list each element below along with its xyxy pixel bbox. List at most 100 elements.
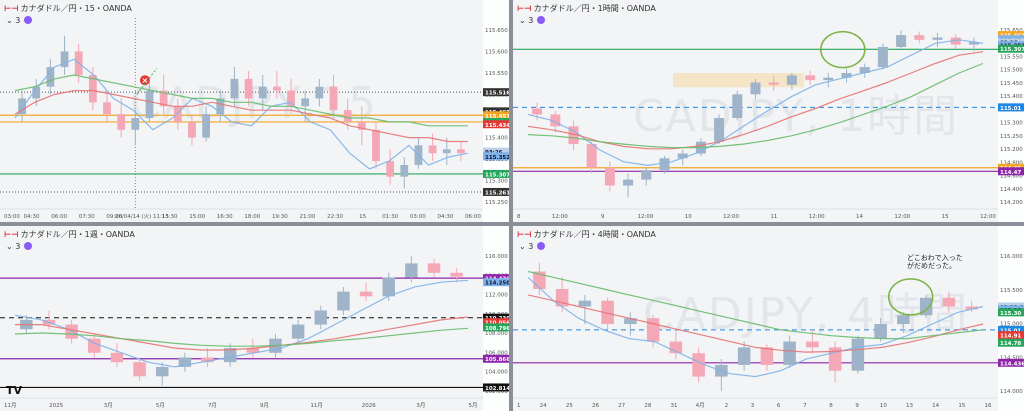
candle-down <box>450 272 463 277</box>
indicator-toggle[interactable]: ⌄ 3 <box>519 16 546 25</box>
trend-arrow <box>136 67 158 95</box>
candle-down <box>88 338 101 353</box>
price-tag <box>483 383 509 392</box>
highlight-circle <box>887 278 934 316</box>
price-tag <box>998 331 1024 340</box>
candle-up <box>405 263 418 278</box>
y-tick-label: 116.000 <box>1000 254 1023 260</box>
chart-canvas[interactable]: 116.000115.500115.000114.500114.00003:18… <box>513 226 1024 411</box>
y-tick-label: 115.600 <box>485 50 508 56</box>
price-tag <box>483 354 509 363</box>
x-tick-label: 2026 <box>362 403 376 409</box>
x-tick-label: 24 <box>540 403 547 409</box>
candle-down <box>428 145 437 154</box>
y-tick-label: 114.200 <box>1000 200 1023 206</box>
candle-up <box>841 73 852 78</box>
moving-average-line <box>14 74 468 127</box>
candle-up <box>230 78 239 99</box>
x-tick-label: 01:30 <box>382 214 398 220</box>
x-tick-label: 15 <box>958 403 965 409</box>
x-tick-label: 3月 <box>416 402 425 409</box>
candle-up <box>641 170 652 180</box>
indicator-toggle[interactable]: ⌄ 3 <box>519 242 546 251</box>
y-tick-label: 106.000 <box>485 350 508 356</box>
highlight-circle <box>820 30 866 69</box>
y-tick-label: 116.000 <box>485 254 508 260</box>
candle-up <box>131 118 140 130</box>
chart-canvas[interactable]: ×115.650115.600115.550115.500115.450115.… <box>0 0 509 222</box>
candle-up <box>301 98 310 107</box>
candle-up <box>382 277 395 297</box>
candle-down <box>372 129 380 162</box>
error-marker-icon <box>139 75 150 86</box>
x-tick-label: 4月 <box>696 402 705 409</box>
x-tick-label: 03:00 <box>410 214 426 220</box>
indicator-toggle[interactable]: ⌄ 3 <box>6 16 33 25</box>
chart-canvas[interactable]: 116.000114.000112.000110.000108.000106.0… <box>0 226 509 411</box>
x-tick-label: 11 <box>770 214 777 220</box>
candle-up <box>155 366 169 377</box>
price-tag-label: 115.516 <box>485 91 509 97</box>
y-tick-label: 114.800 <box>1000 160 1023 166</box>
y-tick-label: 108.000 <box>485 331 508 337</box>
price-tag <box>483 169 509 178</box>
y-tick-label: 115.650 <box>1000 28 1023 34</box>
price-tag-label: 115.30 <box>1000 311 1021 317</box>
y-tick-label: 114.000 <box>1000 389 1023 395</box>
candle-down <box>669 341 683 354</box>
price-tag-label: 115.307 <box>1000 47 1024 53</box>
x-tick-label: 8 <box>517 214 521 220</box>
candle-down <box>359 291 373 297</box>
price-tag <box>483 318 509 327</box>
candle-up <box>677 153 688 159</box>
indicator-toggle[interactable]: ⌄ 3 <box>6 242 33 251</box>
candle-down <box>246 348 260 353</box>
y-tick-label: 114.500 <box>1000 355 1023 361</box>
candle-down <box>357 121 366 130</box>
price-tag-label: 115.01 <box>1000 106 1021 112</box>
candle-up <box>400 164 409 177</box>
candle-down <box>88 74 97 103</box>
indicator-count: 3 <box>528 242 534 251</box>
candle-down <box>601 300 614 325</box>
moving-average-line <box>14 89 468 143</box>
y-tick-label: 115.400 <box>1000 94 1023 100</box>
candle-up <box>859 67 870 73</box>
y-tick-label: 115.000 <box>1000 322 1023 328</box>
chart-panel-h1[interactable]: CADJPY, 1時間 115.650115.600115.550115.500… <box>513 0 1024 222</box>
candle-down <box>965 306 978 310</box>
candle-down <box>427 263 441 273</box>
chart-panel-h4[interactable]: CADJPY, 4時間 116.000 115.500 115.000 114.500… <box>513 226 1024 411</box>
candle-down <box>386 161 395 177</box>
x-tick-label: 3月 <box>104 402 113 409</box>
moving-average-line <box>14 58 469 170</box>
annotation-note: どこおわで入った がだめだった。 <box>907 254 963 270</box>
chart-canvas[interactable]: 115.650115.600115.550115.500115.450115.4… <box>513 0 1024 222</box>
x-tick-label: 31 <box>671 403 678 409</box>
x-tick-label: 13 <box>906 403 913 409</box>
candle-up <box>60 51 69 68</box>
candle-up <box>223 348 237 363</box>
candle-down <box>159 90 168 107</box>
y-tick-label: 115.450 <box>1000 81 1023 87</box>
x-tick-label: 2 <box>725 403 729 409</box>
x-tick-label: 1 <box>517 403 521 409</box>
price-tag <box>483 278 509 287</box>
price-tag <box>483 147 509 156</box>
candle-down <box>110 352 124 363</box>
y-tick-label: 115.250 <box>485 200 508 206</box>
chart-panel-w1[interactable]: 116.000114.000112.000110.000108.000106.0… <box>0 226 509 411</box>
candle-up <box>823 77 834 81</box>
y-tick-label: 112.000 <box>485 293 508 299</box>
candle-down <box>329 86 338 111</box>
chart-header: ⊢⊣ カナダドル／円・1週・OANDA <box>4 229 135 240</box>
y-tick-label: 115.300 <box>1000 121 1023 127</box>
price-tag-label: 115.434 <box>485 123 509 129</box>
chart-title: カナダドル／円・1週・OANDA <box>20 230 135 239</box>
indicator-count: 3 <box>15 242 21 251</box>
chart-panel-m15[interactable]: CADJPY,15 ×115.650115.600115.550115.5001… <box>0 0 509 222</box>
indicator-count: 3 <box>15 16 21 25</box>
price-tag-label: 114.78 <box>1000 341 1021 347</box>
price-tag-label: 115.457 <box>485 114 509 120</box>
tv-logo: TV <box>6 384 23 397</box>
